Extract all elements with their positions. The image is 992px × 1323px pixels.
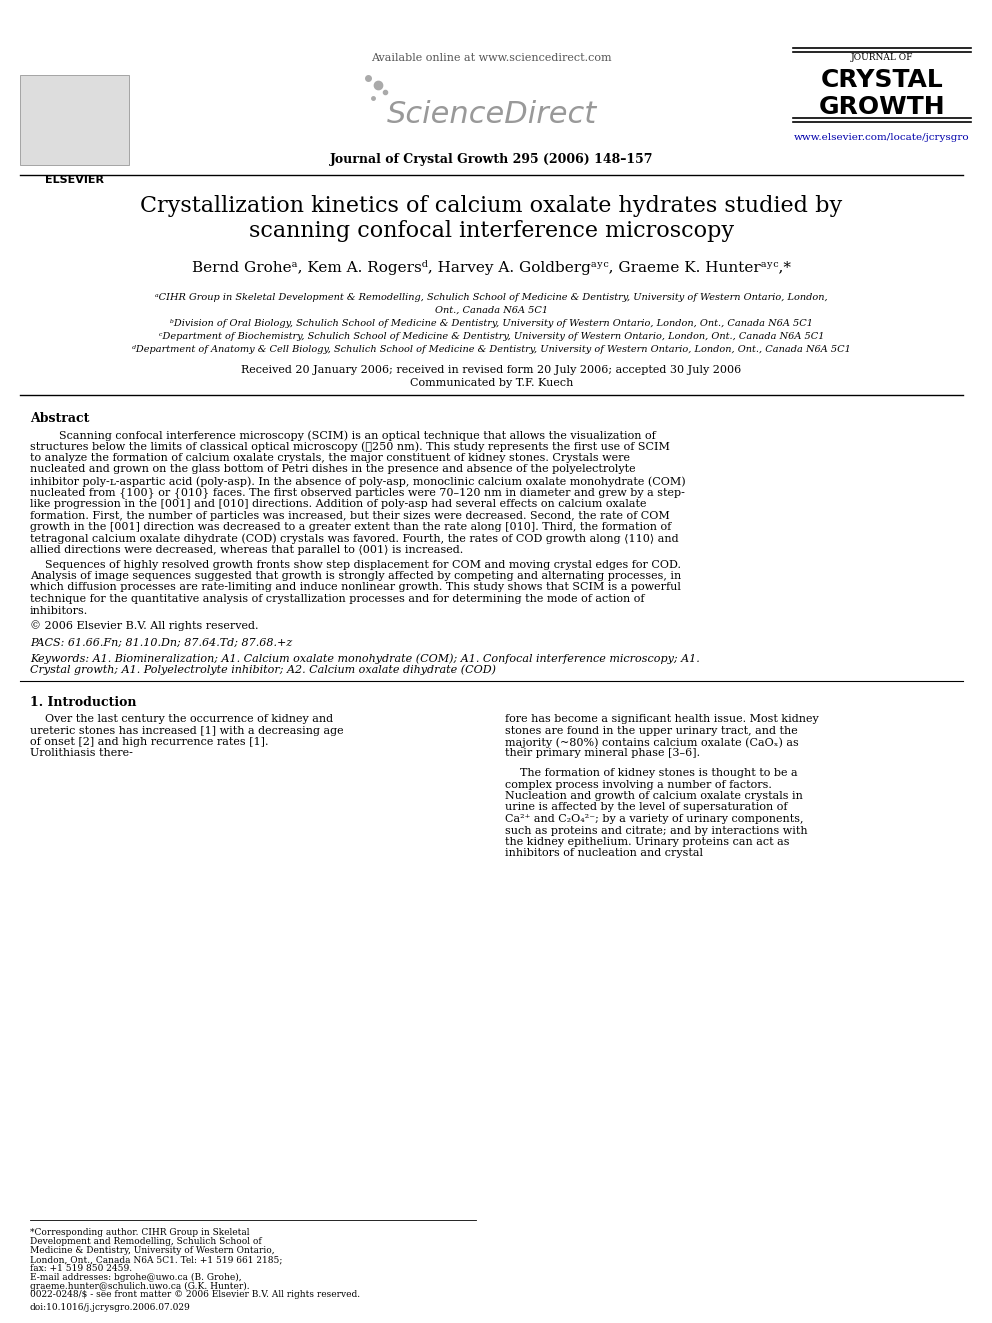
- Text: Medicine & Dentistry, University of Western Ontario,: Medicine & Dentistry, University of West…: [30, 1246, 275, 1256]
- Text: CRYSTAL: CRYSTAL: [820, 67, 943, 93]
- Text: stones are found in the upper urinary tract, and the: stones are found in the upper urinary tr…: [506, 725, 799, 736]
- Text: to analyze the formation of calcium oxalate crystals, the major constituent of k: to analyze the formation of calcium oxal…: [30, 452, 630, 463]
- Text: their primary mineral phase [3–6].: their primary mineral phase [3–6].: [506, 749, 700, 758]
- Text: doi:10.1016/j.jcrysgro.2006.07.029: doi:10.1016/j.jcrysgro.2006.07.029: [30, 1303, 190, 1312]
- Text: fax: +1 519 850 2459.: fax: +1 519 850 2459.: [30, 1263, 132, 1273]
- Text: urine is affected by the level of supersaturation of: urine is affected by the level of supers…: [506, 803, 788, 812]
- Text: allied directions were decreased, whereas that parallel to ⟨001⟩ is increased.: allied directions were decreased, wherea…: [30, 545, 463, 556]
- Text: ᵈDepartment of Anatomy & Cell Biology, Schulich School of Medicine & Dentistry, : ᵈDepartment of Anatomy & Cell Biology, S…: [132, 345, 851, 355]
- Text: structures below the limits of classical optical microscopy (≪250 nm). This stud: structures below the limits of classical…: [30, 442, 670, 452]
- Text: ScienceDirect: ScienceDirect: [387, 101, 597, 130]
- Text: tetragonal calcium oxalate dihydrate (COD) crystals was favored. Fourth, the rat: tetragonal calcium oxalate dihydrate (CO…: [30, 533, 679, 544]
- Text: Sequences of highly resolved growth fronts show step displacement for COM and mo: Sequences of highly resolved growth fron…: [45, 560, 681, 569]
- Text: like progression in the [001] and [010] directions. Addition of poly-asp had sev: like progression in the [001] and [010] …: [30, 499, 646, 509]
- Text: London, Ont., Canada N6A 5C1. Tel: +1 519 661 2185;: London, Ont., Canada N6A 5C1. Tel: +1 51…: [30, 1256, 282, 1263]
- Text: scanning confocal interference microscopy: scanning confocal interference microscop…: [249, 220, 734, 242]
- Text: Communicated by T.F. Kuech: Communicated by T.F. Kuech: [410, 378, 573, 388]
- Text: the kidney epithelium. Urinary proteins can act as: the kidney epithelium. Urinary proteins …: [506, 837, 790, 847]
- Text: Scanning confocal interference microscopy (SCIM) is an optical technique that al: Scanning confocal interference microscop…: [60, 430, 657, 441]
- Text: Development and Remodelling, Schulich School of: Development and Remodelling, Schulich Sc…: [30, 1237, 261, 1246]
- Text: which diffusion processes are rate-limiting and induce nonlinear growth. This st: which diffusion processes are rate-limit…: [30, 582, 681, 593]
- Text: 0022-0248/$ - see front matter © 2006 Elsevier B.V. All rights reserved.: 0022-0248/$ - see front matter © 2006 El…: [30, 1290, 360, 1299]
- Text: E-mail addresses: bgrohe@uwo.ca (B. Grohe),: E-mail addresses: bgrohe@uwo.ca (B. Groh…: [30, 1273, 241, 1282]
- Text: ureteric stones has increased [1] with a decreasing age: ureteric stones has increased [1] with a…: [30, 725, 343, 736]
- Text: Crystal growth; A1. Polyelectrolyte inhibitor; A2. Calcium oxalate dihydrate (CO: Crystal growth; A1. Polyelectrolyte inhi…: [30, 664, 496, 675]
- Text: growth in the [001] direction was decreased to a greater extent than the rate al: growth in the [001] direction was decrea…: [30, 523, 671, 532]
- Text: graeme.hunter@schulich.uwo.ca (G.K. Hunter).: graeme.hunter@schulich.uwo.ca (G.K. Hunt…: [30, 1282, 249, 1291]
- Text: GROWTH: GROWTH: [818, 95, 945, 119]
- Text: *Corresponding author. CIHR Group in Skeletal: *Corresponding author. CIHR Group in Ske…: [30, 1228, 249, 1237]
- Text: complex process involving a number of factors.: complex process involving a number of fa…: [506, 779, 773, 790]
- Text: © 2006 Elsevier B.V. All rights reserved.: © 2006 Elsevier B.V. All rights reserved…: [30, 620, 258, 631]
- Text: nucleated from {100} or {010} faces. The first observed particles were 70–120 nm: nucleated from {100} or {010} faces. The…: [30, 487, 684, 499]
- Text: Ont., Canada N6A 5C1: Ont., Canada N6A 5C1: [435, 306, 549, 315]
- Text: majority (~80%) contains calcium oxalate (CaOₓ) as: majority (~80%) contains calcium oxalate…: [506, 737, 800, 747]
- Text: inhibitors of nucleation and crystal: inhibitors of nucleation and crystal: [506, 848, 703, 859]
- Text: Keywords: A1. Biomineralization; A1. Calcium oxalate monohydrate (COM); A1. Conf: Keywords: A1. Biomineralization; A1. Cal…: [30, 654, 699, 664]
- Text: nucleated and grown on the glass bottom of Petri dishes in the presence and abse: nucleated and grown on the glass bottom …: [30, 464, 635, 475]
- Text: www.elsevier.com/locate/jcrysgro: www.elsevier.com/locate/jcrysgro: [795, 134, 970, 142]
- Text: JOURNAL OF: JOURNAL OF: [851, 53, 914, 62]
- Text: PACS: 61.66.Fn; 81.10.Dn; 87.64.Td; 87.68.+z: PACS: 61.66.Fn; 81.10.Dn; 87.64.Td; 87.6…: [30, 638, 292, 648]
- Text: Received 20 January 2006; received in revised form 20 July 2006; accepted 30 Jul: Received 20 January 2006; received in re…: [241, 365, 742, 374]
- Text: Nucleation and growth of calcium oxalate crystals in: Nucleation and growth of calcium oxalate…: [506, 791, 804, 800]
- Text: inhibitor poly-ʟ-aspartic acid (poly-asp). In the absence of poly-asp, monoclini: inhibitor poly-ʟ-aspartic acid (poly-asp…: [30, 476, 685, 487]
- Text: Journal of Crystal Growth 295 (2006) 148–157: Journal of Crystal Growth 295 (2006) 148…: [330, 153, 654, 165]
- Text: ELSEVIER: ELSEVIER: [45, 175, 104, 185]
- Text: inhibitors.: inhibitors.: [30, 606, 88, 615]
- FancyBboxPatch shape: [20, 75, 129, 165]
- Text: Urolithiasis there-: Urolithiasis there-: [30, 749, 133, 758]
- Text: Analysis of image sequences suggested that growth is strongly affected by compet: Analysis of image sequences suggested th…: [30, 572, 681, 581]
- Text: ᵇDivision of Oral Biology, Schulich School of Medicine & Dentistry, University o: ᵇDivision of Oral Biology, Schulich Scho…: [170, 319, 813, 328]
- Text: ᵃCIHR Group in Skeletal Development & Remodelling, Schulich School of Medicine &: ᵃCIHR Group in Skeletal Development & Re…: [156, 292, 828, 302]
- Text: Available online at www.sciencedirect.com: Available online at www.sciencedirect.co…: [371, 53, 612, 64]
- Text: such as proteins and citrate; and by interactions with: such as proteins and citrate; and by int…: [506, 826, 808, 836]
- Text: Bernd Groheᵃ, Kem A. Rogersᵈ, Harvey A. Goldbergᵃʸᶜ, Graeme K. Hunterᵃʸᶜ,*: Bernd Groheᵃ, Kem A. Rogersᵈ, Harvey A. …: [192, 261, 791, 275]
- Text: 1. Introduction: 1. Introduction: [30, 696, 136, 709]
- Text: ᶜDepartment of Biochemistry, Schulich School of Medicine & Dentistry, University: ᶜDepartment of Biochemistry, Schulich Sc…: [159, 332, 824, 341]
- Text: Over the last century the occurrence of kidney and: Over the last century the occurrence of …: [45, 714, 332, 724]
- Text: of onset [2] and high recurrence rates [1].: of onset [2] and high recurrence rates […: [30, 737, 268, 747]
- Text: formation. First, the number of particles was increased, but their sizes were de: formation. First, the number of particle…: [30, 511, 670, 520]
- Text: Crystallization kinetics of calcium oxalate hydrates studied by: Crystallization kinetics of calcium oxal…: [141, 194, 843, 217]
- Text: The formation of kidney stones is thought to be a: The formation of kidney stones is though…: [521, 767, 798, 778]
- Text: technique for the quantitative analysis of crystallization processes and for det: technique for the quantitative analysis …: [30, 594, 644, 605]
- Text: fore has become a significant health issue. Most kidney: fore has become a significant health iss…: [506, 714, 819, 724]
- Text: Abstract: Abstract: [30, 411, 89, 425]
- Text: Ca²⁺ and C₂O₄²⁻; by a variety of urinary components,: Ca²⁺ and C₂O₄²⁻; by a variety of urinary…: [506, 814, 804, 824]
